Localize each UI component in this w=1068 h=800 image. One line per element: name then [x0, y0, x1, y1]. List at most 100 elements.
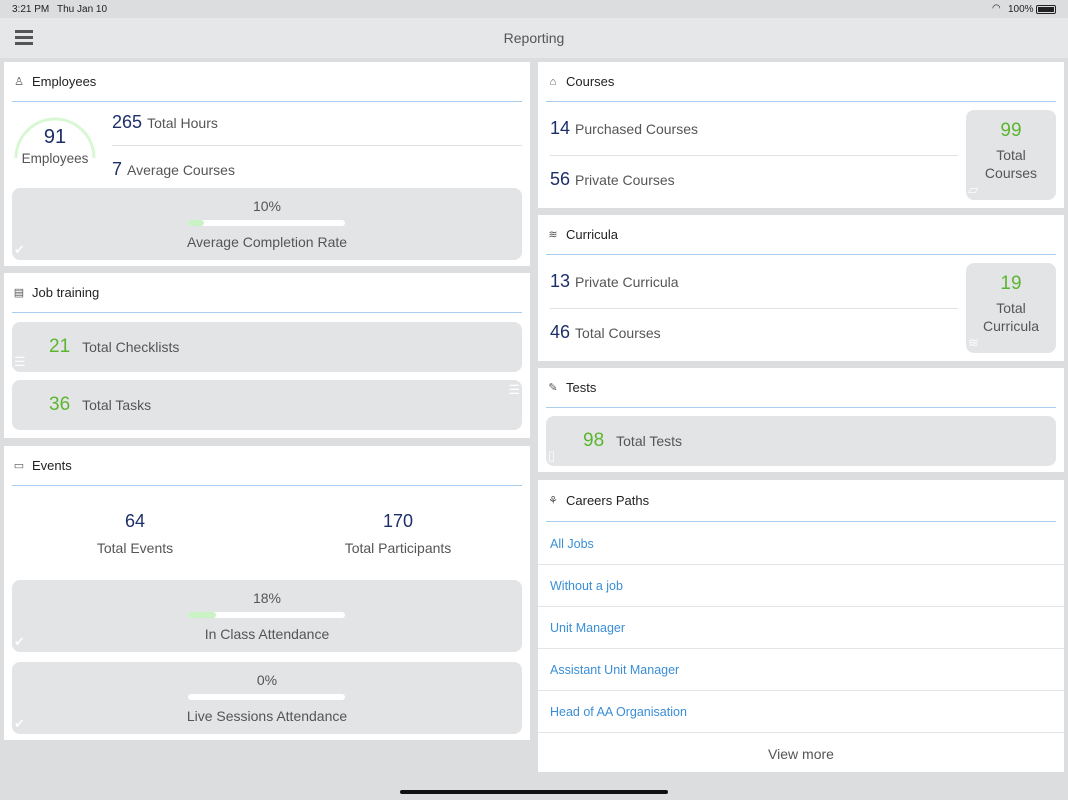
- career-link-assistant-unit-manager[interactable]: Assistant Unit Manager: [538, 649, 1064, 691]
- career-link-all-jobs[interactable]: All Jobs: [538, 523, 1064, 565]
- total-tests-panel[interactable]: 98 Total Tests ▯: [546, 416, 1056, 466]
- calendar-icon: ▭: [13, 460, 25, 472]
- completion-rate-panel: 10% Average Completion Rate ✔: [12, 188, 522, 260]
- total-courses-value: 99: [1000, 120, 1022, 141]
- career-link-without-job[interactable]: Without a job: [538, 565, 1064, 607]
- careers-title: Careers Paths: [566, 493, 650, 508]
- total-hours-label: Total Hours: [147, 115, 218, 131]
- careers-card: ⚘ Careers Paths All Jobs Without a job Un…: [538, 480, 1064, 772]
- total-tests-label: Total Tests: [616, 433, 683, 449]
- live-sessions-percent: 0%: [256, 672, 278, 688]
- tasks-icon: ☰: [508, 382, 520, 397]
- private-courses-label: Private Courses: [575, 172, 675, 188]
- job-training-title: Job training: [32, 285, 100, 300]
- completion-progress-bar: [188, 220, 345, 226]
- nav-bar: Reporting: [0, 18, 1068, 58]
- private-curricula-label: Private Curricula: [575, 274, 679, 290]
- total-checklists-panel[interactable]: 21 Total Checklists ☰: [12, 322, 522, 372]
- total-courses-label: Total Courses: [984, 147, 1038, 181]
- checkmark-icon: ✔: [14, 716, 25, 731]
- total-events-label: Total Events: [96, 540, 174, 556]
- total-hours-value: 265: [112, 112, 143, 132]
- curricula-card: ≋ Curricula 13 Private Curricula 46 Total…: [538, 215, 1064, 361]
- checkmark-icon: ✔: [14, 634, 25, 649]
- career-icon: ⚘: [548, 495, 558, 507]
- total-curricula-panel[interactable]: 19 Total Curricula ≋: [966, 263, 1056, 353]
- total-curricula-label: Total Curricula: [982, 300, 1039, 334]
- employees-title: Employees: [32, 74, 97, 89]
- curricula-courses-label: Total Courses: [575, 325, 661, 341]
- average-courses: 7 Average Courses: [112, 159, 235, 180]
- home-indicator[interactable]: [400, 790, 668, 794]
- battery-icon: [1036, 5, 1056, 14]
- wifi-icon: ◠: [992, 3, 1001, 14]
- status-bar: 3:21 PM Thu Jan 10 ◠ 100%: [0, 0, 1068, 18]
- total-events-value: 64: [124, 511, 146, 531]
- completion-rate-percent: 10%: [252, 198, 282, 214]
- average-courses-value: 7: [112, 159, 123, 179]
- status-date: Thu Jan 10: [57, 4, 108, 15]
- private-curricula: 13 Private Curricula: [550, 271, 679, 292]
- private-curricula-value: 13: [550, 271, 571, 291]
- employees-count: 91: [43, 126, 67, 148]
- divider: [112, 145, 522, 146]
- total-checklists-value: 21: [49, 336, 71, 357]
- in-class-progress-bar: [188, 612, 345, 618]
- private-courses: 56 Private Courses: [550, 169, 675, 190]
- courses-card: ⌂ Courses 14 Purchased Courses 56 Private…: [538, 62, 1064, 208]
- person-icon: ♙: [14, 76, 24, 88]
- total-participants-label: Total Participants: [344, 540, 452, 556]
- divider: [550, 308, 958, 309]
- total-tasks-value: 36: [49, 394, 71, 415]
- total-hours: 265 Total Hours: [112, 112, 218, 133]
- total-tasks-label: Total Tasks: [82, 397, 152, 413]
- average-courses-label: Average Courses: [127, 162, 235, 178]
- books-icon: ≋: [968, 335, 979, 350]
- checkmark-icon: ✔: [14, 242, 25, 257]
- courses-title: Courses: [566, 74, 615, 89]
- total-checklists-label: Total Checklists: [82, 339, 180, 355]
- total-curricula-value: 19: [1000, 273, 1022, 294]
- total-courses-panel[interactable]: 99 Total Courses ▱: [966, 110, 1056, 200]
- divider: [550, 155, 958, 156]
- live-sessions-panel: 0% Live Sessions Attendance ✔: [12, 662, 522, 734]
- career-link-unit-manager[interactable]: Unit Manager: [538, 607, 1064, 649]
- test-icon: ✎: [548, 382, 558, 394]
- view-more-button[interactable]: View more: [768, 746, 834, 762]
- job-training-card: ▤ Job training 21 Total Checklists ☰ 36 T…: [4, 273, 530, 438]
- events-title: Events: [32, 458, 72, 473]
- menu-icon[interactable]: [15, 30, 33, 45]
- career-link-head-of-aa[interactable]: Head of AA Organisation: [538, 691, 1064, 733]
- total-tasks-panel[interactable]: 36 Total Tasks ☰: [12, 380, 522, 430]
- curricula-total-courses: 46 Total Courses: [550, 322, 661, 343]
- purchased-courses: 14 Purchased Courses: [550, 118, 698, 139]
- clipboard-icon: ▤: [13, 287, 25, 299]
- battery-text: 100%: [1008, 4, 1034, 15]
- book-icon: ▱: [968, 182, 978, 197]
- total-participants-value: 170: [382, 511, 414, 531]
- in-class-label: In Class Attendance: [204, 626, 330, 642]
- tests-card: ✎ Tests 98 Total Tests ▯: [538, 368, 1064, 472]
- checklist-icon: ☰: [14, 354, 26, 369]
- purchased-courses-label: Purchased Courses: [575, 121, 698, 137]
- tests-title: Tests: [566, 380, 597, 395]
- employees-gauge: [14, 117, 96, 159]
- curricula-courses-value: 46: [550, 322, 571, 342]
- events-card: ▭ Events 64 Total Events 170 Total Partic…: [4, 446, 530, 740]
- curricula-title: Curricula: [566, 227, 619, 242]
- employees-count-label: Employees: [21, 151, 89, 166]
- test-icon: ▯: [548, 448, 556, 463]
- purchased-courses-value: 14: [550, 118, 571, 138]
- live-sessions-label: Live Sessions Attendance: [186, 708, 348, 724]
- status-time: 3:21 PM: [12, 4, 50, 15]
- in-class-percent: 18%: [252, 590, 282, 606]
- live-sessions-progress-bar: [188, 694, 345, 700]
- page-title: Reporting: [503, 30, 565, 46]
- completion-rate-label: Average Completion Rate: [186, 234, 348, 250]
- total-tests-value: 98: [583, 430, 605, 451]
- private-courses-value: 56: [550, 169, 571, 189]
- in-class-attendance-panel: 18% In Class Attendance ✔: [12, 580, 522, 652]
- employees-card: ♙ Employees 91 Employees 265 Total Hours …: [4, 62, 530, 266]
- courses-icon: ⌂: [549, 75, 557, 88]
- books-icon: ≋: [548, 229, 558, 241]
